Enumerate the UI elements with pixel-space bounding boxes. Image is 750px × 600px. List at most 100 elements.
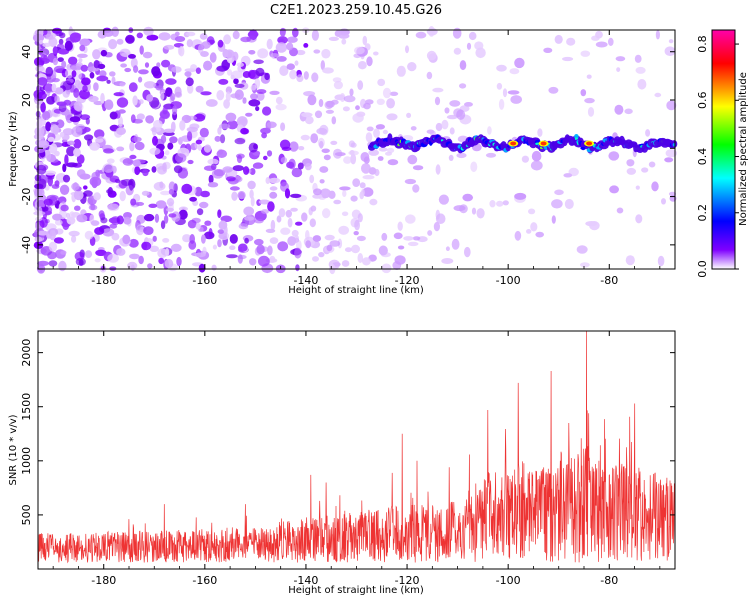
spectrogram-noise-cell [309,218,316,228]
spectrogram-noise-cell [298,146,305,151]
spectrogram-noise-cell [33,133,44,140]
spectrogram-noise-cell [58,38,64,45]
spectrogram-noise-cell [132,95,138,106]
spectrogram-noise-cell [160,135,167,144]
spectrogram-noise-cell [278,208,286,218]
spectrogram-noise-cell [324,234,335,241]
spectrogram-noise-cell [381,232,388,241]
spectrogram-noise-cell [342,190,347,197]
spectrogram-noise-cell [220,215,233,223]
spectrogram-noise-cell [394,255,406,265]
spectrogram-noise-cell [234,137,246,145]
spectrogram-noise-cell [93,82,99,92]
band-cell-mid [580,146,587,150]
spectrogram-noise-cell [199,201,209,209]
spectrogram-noise-cell [163,44,175,50]
spectrogram-noise-cell [333,199,342,205]
spectrogram-noise-cell [280,227,291,235]
spectrogram-noise-cell [562,56,574,62]
spectrogram-noise-cell [231,191,238,201]
spectrogram-noise-cell [128,54,136,59]
spectrogram-noise-cell [106,158,115,164]
spectrogram-noise-cell [143,213,155,222]
snr-series-line [37,330,676,564]
snr-x-ticks: -180 -160 -140 -120 -100 -80 [52,331,661,587]
spectrogram-noise-cell [266,150,273,157]
spectrogram-noise-cell [377,156,384,161]
spectrogram-noise-cell [385,151,392,156]
spectrogram-noise-cell [378,245,388,256]
spectrogram-noise-cell [68,56,78,65]
spectrogram-noise-cell [53,237,64,244]
spectrogram-noise-cell [264,72,270,81]
spectrogram-noise-cell [459,60,467,71]
spectrogram-noise-cell [207,182,219,188]
spectrogram-noise-cell [310,205,317,212]
spectrogram-noise-cell [290,207,298,212]
spectrogram-noise-cell [381,263,392,274]
spectrogram-noise-cell [217,209,222,219]
snr-y-tick-label: 1500 [20,393,33,421]
spectrogram-noise-cell [69,65,82,71]
spectrogram-noise-cell [116,38,124,45]
spectrogram-noise-cell [237,254,243,264]
spectrogram-noise-cell [357,80,364,91]
spectrogram-y-tick-label: 0 [20,145,33,152]
spectrogram-noise-cell [287,217,293,228]
spectrogram-noise-cell [489,200,496,208]
spectrogram-noise-cell [407,62,417,72]
spectrogram-noise-cell [253,143,258,150]
spectrogram-noise-cell [441,258,454,264]
spectrogram-noise-cell [276,215,282,223]
spectrogram-noise-cell [587,107,595,117]
spectrogram-noise-cell [530,160,543,171]
snr-x-tick-label: -140 [293,574,318,587]
spectrogram-noise-cell [269,186,278,191]
spectrogram-noise-cell [102,228,115,237]
spectrogram-noise-cell [116,146,125,152]
spectrogram-noise-cell [100,265,106,271]
spectrogram-noise-cell [164,258,174,269]
spectrogram-noise-cell [93,100,104,106]
spectrogram-noise-cell [73,148,81,157]
spectrogram-noise-cell [146,94,154,102]
spectrogram-noise-cell [393,232,403,240]
spectrogram-noise-cell [322,208,331,219]
spectrogram-noise-cell [42,110,51,121]
spectrogram-noise-cell [98,210,105,218]
spectrogram-noise-cell [68,230,80,237]
spectrogram-noise-cell [362,187,374,197]
spectrogram-noise-cell [132,118,143,124]
spectrogram-noise-cell [186,126,198,133]
spectrogram-noise-cell [169,136,178,144]
spectrogram-noise-cell [362,175,375,180]
spectrogram-noise-cell [62,80,73,91]
spectrogram-noise-cell [318,99,324,107]
spectrogram-noise-cell [134,141,145,151]
spectrogram-noise-cell [576,245,588,254]
spectrogram-noise-cell [65,162,78,168]
spectrogram-noise-cell [61,60,67,69]
spectrogram-noise-cell [84,230,94,240]
spectrogram-noise-cell [195,223,201,230]
spectrogram-noise-cell [269,237,279,245]
spectrogram-noise-cell [200,190,211,198]
spectrogram-noise-cell [124,67,132,73]
spectrogram-y-tick-label: -20 [20,188,33,206]
spectrogram-noise-cell [239,118,247,124]
spectrogram-noise-cell [162,162,167,172]
spectrogram-noise-cell [665,149,677,158]
spectrogram-noise-cell [175,153,187,163]
spectrogram-noise-cell [158,32,171,41]
spectrogram-noise-cell [119,82,126,87]
spectrogram-noise-cell [171,66,182,73]
spectrogram-noise-cell [496,82,503,90]
spectrogram-noise-cell [187,159,194,165]
spectrogram-noise-cell [152,235,157,242]
snr-panel: -180 -160 -140 -120 -100 -80 500100015002000 … [8,330,676,596]
spectrogram-noise-cell [387,159,399,166]
spectrogram-noise-cell [170,243,182,252]
spectrogram-noise-cell [186,31,196,37]
spectrogram-noise-cell [245,112,253,117]
spectrogram-noise-cell [290,193,302,198]
